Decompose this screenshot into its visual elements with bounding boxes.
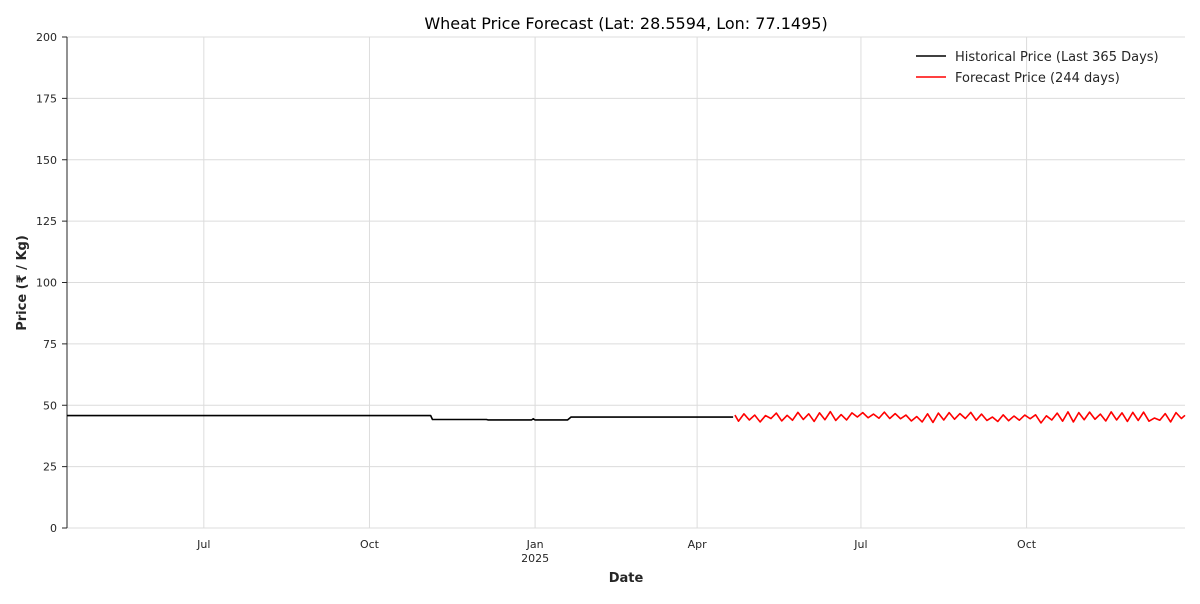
y-tick-label: 100 bbox=[36, 277, 57, 290]
y-tick-label: 200 bbox=[36, 31, 57, 44]
x-tick-sublabel: 2025 bbox=[521, 552, 549, 565]
legend: Historical Price (Last 365 Days) Forecas… bbox=[916, 50, 1159, 86]
y-tick-label: 175 bbox=[36, 92, 57, 105]
historical-price-line bbox=[67, 414, 734, 421]
y-tick-label: 75 bbox=[43, 338, 57, 351]
x-axis-title: Date bbox=[609, 571, 644, 586]
x-tick-label: Jul bbox=[196, 538, 210, 551]
chart-title: Wheat Price Forecast (Lat: 28.5594, Lon:… bbox=[424, 14, 827, 33]
x-tick-label: Jul bbox=[853, 538, 867, 551]
y-tick-label: 0 bbox=[50, 522, 57, 535]
y-tick-label: 125 bbox=[36, 215, 57, 228]
y-tick-label: 150 bbox=[36, 154, 57, 167]
legend-label-forecast: Forecast Price (244 days) bbox=[955, 71, 1120, 86]
y-tick-label: 50 bbox=[43, 399, 57, 412]
x-tick-label: Oct bbox=[360, 538, 380, 551]
forecast-price-line bbox=[734, 410, 1186, 424]
series-lines bbox=[67, 410, 1186, 424]
legend-label-historical: Historical Price (Last 365 Days) bbox=[955, 50, 1159, 65]
y-axis-title: Price (₹ / Kg) bbox=[15, 235, 30, 331]
grid-lines bbox=[67, 36, 1185, 529]
x-tick-label: Jan bbox=[526, 538, 544, 551]
x-tick-label: Apr bbox=[688, 538, 708, 551]
x-tick-label: Oct bbox=[1017, 538, 1037, 551]
y-tick-label: 25 bbox=[43, 461, 57, 474]
